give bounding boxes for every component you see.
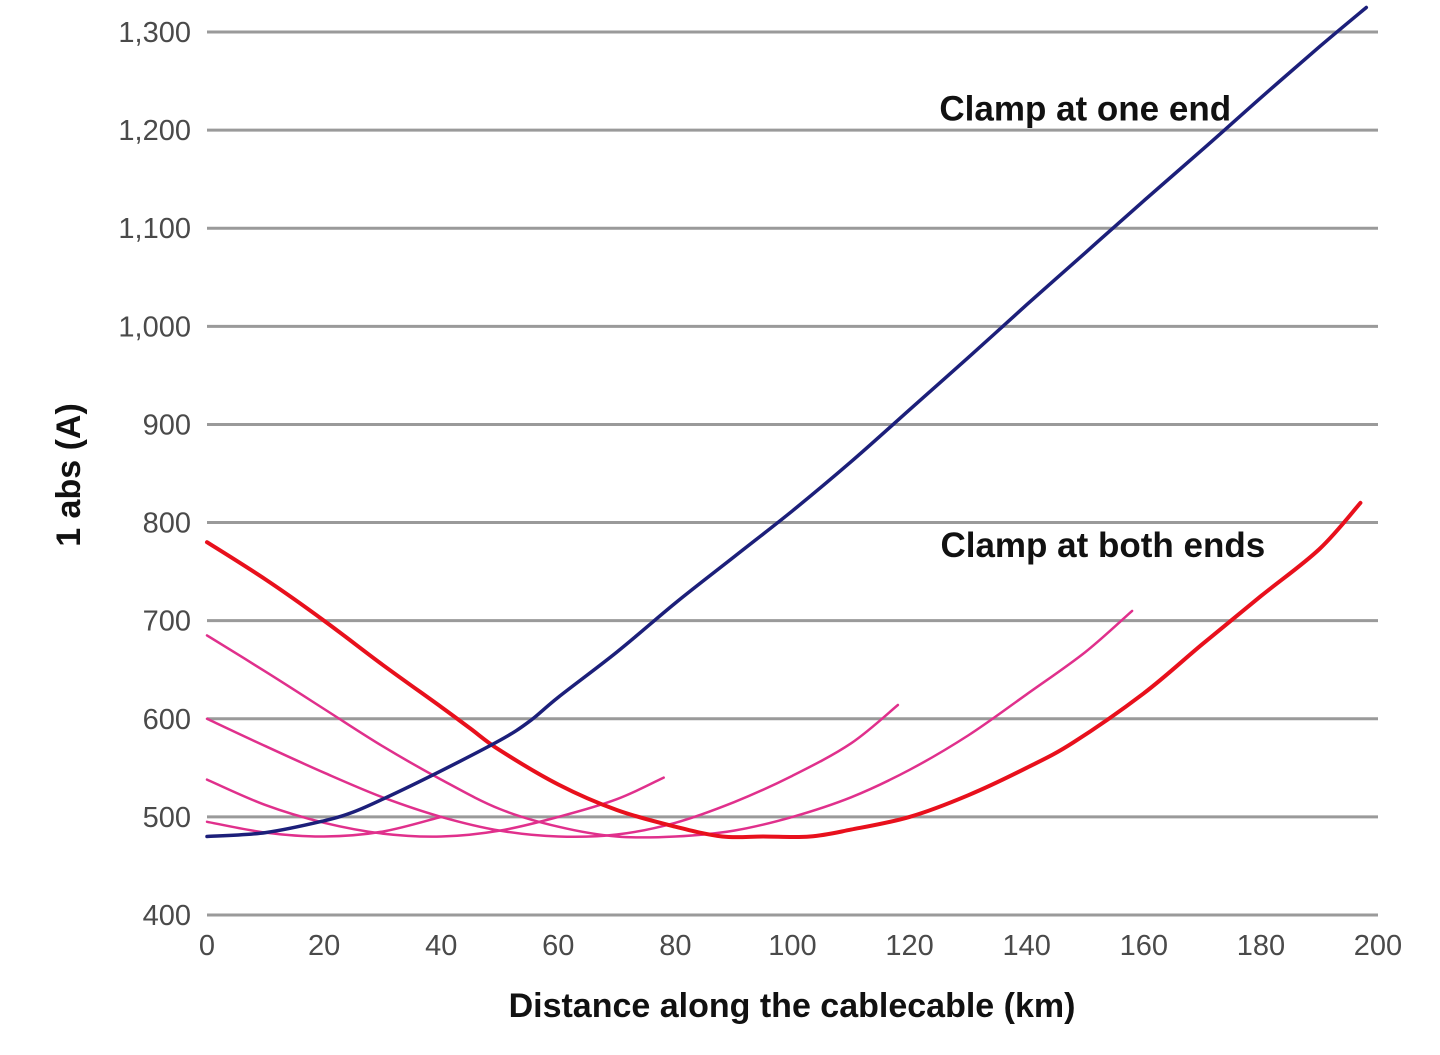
y-tick-label: 1,000 — [118, 311, 191, 343]
series-line-4 — [205, 776, 665, 838]
y-tick-label: 400 — [143, 900, 191, 932]
series-line-2 — [205, 609, 1134, 839]
x-tick-label: 20 — [308, 930, 340, 962]
y-tick-label: 1,200 — [118, 115, 191, 147]
y-tick-label: 500 — [143, 802, 191, 834]
x-axis-ticks: 0 20 40 60 80 100 120 140 160 180 200 — [199, 930, 1402, 962]
x-tick-label: 160 — [1120, 930, 1168, 962]
x-tick-label: 200 — [1354, 930, 1402, 962]
y-tick-label: 700 — [143, 606, 191, 638]
series-line-5 — [205, 815, 443, 838]
series-lines — [205, 5, 1369, 840]
annotations: Clamp at one end Clamp at both ends — [939, 89, 1265, 565]
x-tick-label: 120 — [885, 930, 933, 962]
gridlines — [207, 30, 1378, 917]
x-axis-title: Distance along the cablecable (km) — [509, 987, 1076, 1025]
x-tick-label: 140 — [1003, 930, 1051, 962]
annotation-label: Clamp at one end — [939, 89, 1231, 128]
y-tick-label: 1,300 — [118, 17, 191, 49]
y-tick-label: 1,100 — [118, 213, 191, 245]
y-tick-label: 600 — [143, 704, 191, 736]
y-axis-title: 1 abs (A) — [50, 403, 88, 547]
y-axis-ticks: 400 500 600 700 800 900 1,000 1,100 1,200 1,300 — [118, 17, 191, 932]
series-line-0 — [205, 5, 1369, 839]
y-tick-label: 800 — [143, 508, 191, 540]
x-tick-label: 100 — [768, 930, 816, 962]
series-line-3 — [205, 703, 900, 839]
x-tick-label: 40 — [425, 930, 457, 962]
x-tick-label: 80 — [659, 930, 691, 962]
x-tick-label: 180 — [1237, 930, 1285, 962]
x-tick-label: 60 — [542, 930, 574, 962]
annotation-label: Clamp at both ends — [940, 526, 1265, 565]
x-tick-label: 0 — [199, 930, 215, 962]
y-tick-label: 900 — [143, 409, 191, 441]
series-line-1 — [205, 500, 1363, 840]
